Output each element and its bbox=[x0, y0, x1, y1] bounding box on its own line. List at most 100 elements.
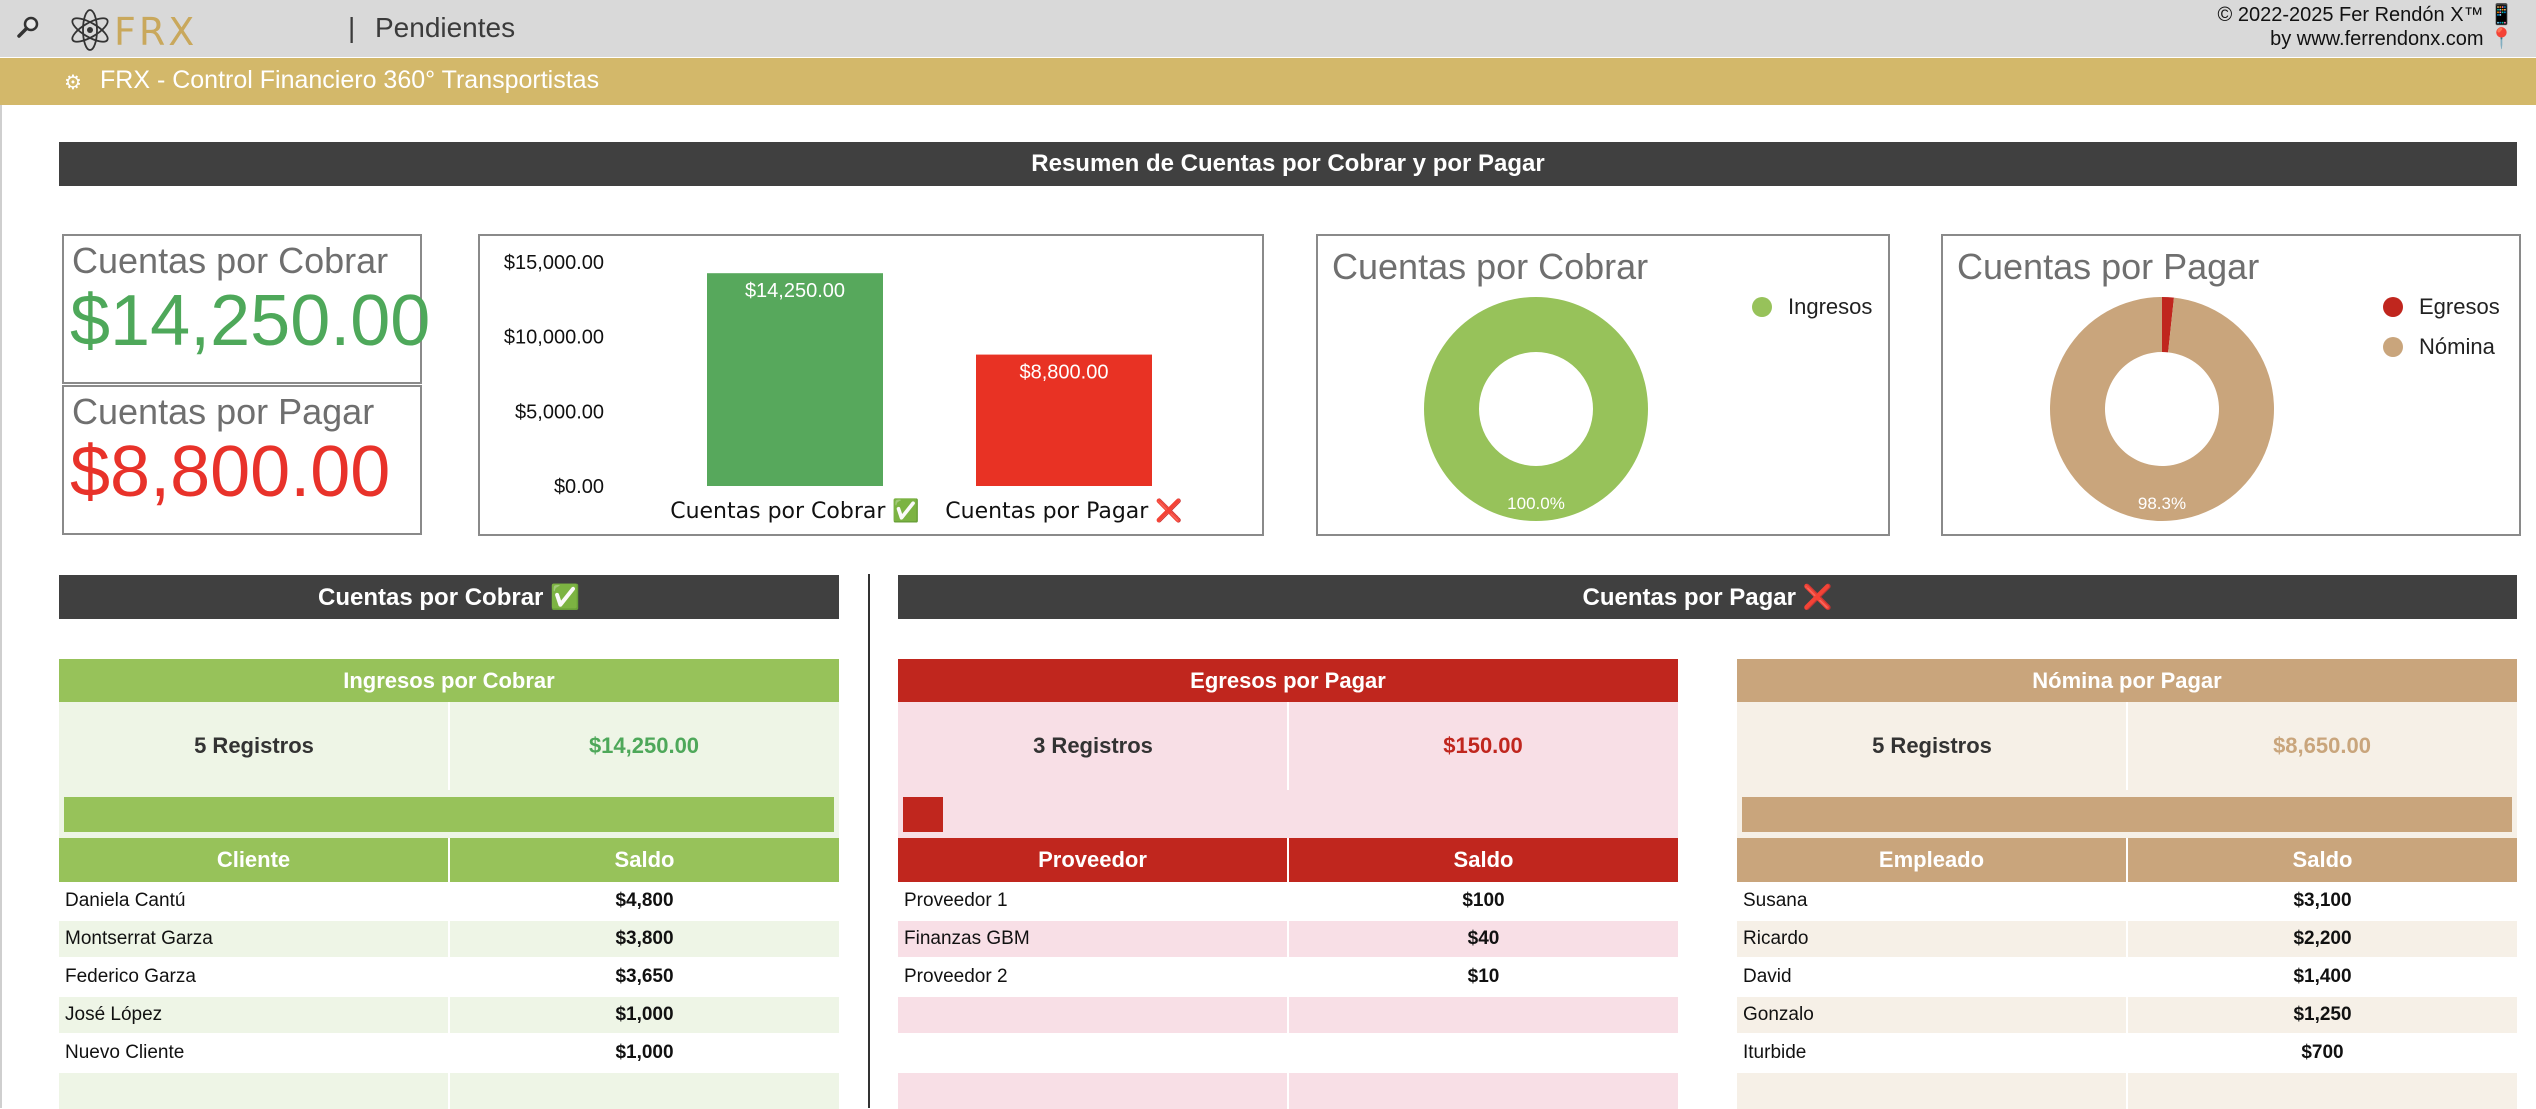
column-header-saldo[interactable]: Saldo bbox=[450, 838, 839, 882]
cell-divider bbox=[448, 702, 450, 790]
row-saldo-cell[interactable]: $700 bbox=[2128, 1035, 2517, 1071]
y-tick-label: $5,000.00 bbox=[515, 401, 604, 423]
row-name-cell[interactable]: Ricardo bbox=[1737, 921, 2126, 957]
row-name-cell[interactable]: David bbox=[1737, 959, 2126, 995]
bar-chart-panel: $15,000.00 $10,000.00 $5,000.00 $0.00 $14,25… bbox=[478, 234, 1264, 536]
empty-cell[interactable] bbox=[898, 1035, 1287, 1071]
legend-nomina-label: Nómina bbox=[2419, 334, 2495, 359]
row-name-cell[interactable]: Montserrat Garza bbox=[59, 921, 448, 957]
record-count: 3 Registros bbox=[898, 702, 1288, 790]
empty-cell[interactable] bbox=[2128, 1073, 2517, 1109]
row-name-cell[interactable]: Gonzalo bbox=[1737, 997, 2126, 1033]
left-border bbox=[0, 105, 2, 1108]
bar[interactable] bbox=[707, 273, 883, 486]
row-saldo-cell[interactable]: $10 bbox=[1289, 959, 1678, 995]
row-saldo-cell[interactable]: $3,800 bbox=[450, 921, 839, 957]
empty-cell[interactable] bbox=[1289, 1035, 1678, 1071]
row-name-cell[interactable]: Finanzas GBM bbox=[898, 921, 1287, 957]
progress-bar bbox=[1742, 797, 2512, 832]
app-banner bbox=[0, 58, 2536, 105]
empty-cell[interactable] bbox=[59, 1073, 448, 1109]
pie-data-label: 100.0% bbox=[1507, 494, 1565, 513]
empty-cell[interactable] bbox=[1737, 1073, 2126, 1109]
kpi-pagar-label: Cuentas por Pagar bbox=[72, 391, 375, 432]
bar-data-label: $8,800.00 bbox=[1020, 362, 1109, 384]
pagar-section-header: Cuentas por Pagar ❌ bbox=[898, 575, 2517, 619]
row-name-cell[interactable]: Proveedor 1 bbox=[898, 883, 1287, 919]
row-saldo-cell[interactable]: $1,000 bbox=[450, 1035, 839, 1071]
legend-egresos-label: Egresos bbox=[2419, 294, 2500, 319]
progress-bar bbox=[903, 797, 943, 832]
legend-egresos: Egresos bbox=[2383, 294, 2500, 320]
record-count: 5 Registros bbox=[1737, 702, 2127, 790]
bar-data-label: $14,250.00 bbox=[745, 280, 845, 302]
column-header-saldo[interactable]: Saldo bbox=[1289, 838, 1678, 882]
y-tick-label: $15,000.00 bbox=[504, 252, 604, 274]
copyright-line-2[interactable]: by www.ferrendonx.com 📍 bbox=[2270, 28, 2514, 50]
empty-cell[interactable] bbox=[1289, 997, 1678, 1033]
column-header-saldo[interactable]: Saldo bbox=[2128, 838, 2517, 882]
row-name-cell[interactable]: Susana bbox=[1737, 883, 2126, 919]
legend-ingresos-swatch bbox=[1752, 297, 1772, 317]
donut-cobrar-title: Cuentas por Cobrar bbox=[1332, 246, 1649, 287]
row-name-cell[interactable]: Federico Garza bbox=[59, 959, 448, 995]
pie-slice[interactable] bbox=[2162, 297, 2174, 353]
x-category-label: Cuentas por Cobrar ✅ bbox=[670, 498, 920, 524]
legend-nomina-swatch bbox=[2383, 337, 2403, 357]
row-saldo-cell[interactable]: $3,100 bbox=[2128, 883, 2517, 919]
row-saldo-cell[interactable]: $1,400 bbox=[2128, 959, 2517, 995]
search-icon[interactable] bbox=[16, 14, 42, 40]
top-bar bbox=[0, 0, 2536, 57]
kpi-pagar-value: $8,800.00 bbox=[70, 432, 391, 512]
y-tick-label: $10,000.00 bbox=[504, 327, 604, 349]
table-title: Ingresos por Cobrar bbox=[59, 659, 839, 702]
row-saldo-cell[interactable]: $40 bbox=[1289, 921, 1678, 957]
legend-ingresos-label: Ingresos bbox=[1788, 294, 1873, 319]
empty-cell[interactable] bbox=[450, 1073, 839, 1109]
banner-title: FRX - Control Financiero 360° Transporti… bbox=[100, 66, 600, 94]
row-name-cell[interactable]: Nuevo Cliente bbox=[59, 1035, 448, 1071]
donut-pagar-title: Cuentas por Pagar bbox=[1957, 246, 2260, 287]
empty-cell[interactable] bbox=[1289, 1073, 1678, 1109]
kpi-cuentas-pagar: Cuentas por Pagar $8,800.00 bbox=[62, 385, 422, 535]
progress-track bbox=[898, 790, 1678, 838]
progress-bar bbox=[64, 797, 834, 832]
row-saldo-cell[interactable]: $100 bbox=[1289, 883, 1678, 919]
row-saldo-cell[interactable]: $1,250 bbox=[2128, 997, 2517, 1033]
total-amount: $150.00 bbox=[1288, 702, 1678, 790]
kpi-cuentas-cobrar: Cuentas por Cobrar $14,250.00 bbox=[62, 234, 430, 384]
total-amount: $8,650.00 bbox=[2127, 702, 2517, 790]
bar-chart: $15,000.00 $10,000.00 $5,000.00 $0.00 $14,25… bbox=[504, 252, 1183, 524]
empty-cell[interactable] bbox=[898, 1073, 1287, 1109]
pie-slice[interactable] bbox=[2050, 297, 2274, 521]
row-name-cell[interactable]: Daniela Cantú bbox=[59, 883, 448, 919]
pie-slice[interactable] bbox=[1424, 297, 1648, 521]
x-category-label: Cuentas por Pagar ❌ bbox=[945, 498, 1182, 524]
donut-pagar-panel: Cuentas por Pagar Egresos Nómina 98.3% bbox=[1941, 234, 2521, 536]
legend-nomina: Nómina bbox=[2383, 334, 2495, 360]
row-name-cell[interactable]: José López bbox=[59, 997, 448, 1033]
donut-pagar: 98.3% bbox=[2050, 297, 2274, 521]
kpi-cobrar-label: Cuentas por Cobrar bbox=[72, 240, 389, 281]
column-header-name[interactable]: Cliente bbox=[59, 838, 448, 882]
column-header-name[interactable]: Empleado bbox=[1737, 838, 2126, 882]
pie-data-label: 98.3% bbox=[2138, 494, 2186, 513]
row-saldo-cell[interactable]: $1,000 bbox=[450, 997, 839, 1033]
cobrar-section-header: Cuentas por Cobrar ✅ bbox=[59, 575, 839, 619]
empty-cell[interactable] bbox=[898, 997, 1287, 1033]
row-saldo-cell[interactable]: $4,800 bbox=[450, 883, 839, 919]
donut-cobrar-panel: Cuentas por Cobrar Ingresos 100.0% bbox=[1316, 234, 1890, 536]
banner-icon: ⚙ bbox=[64, 72, 82, 94]
record-count: 5 Registros bbox=[59, 702, 449, 790]
copyright: © 2022-2025 Fer Rendón X™ 📱 by www.ferre… bbox=[2218, 3, 2514, 51]
cell-divider bbox=[2126, 702, 2128, 790]
row-saldo-cell[interactable]: $3,650 bbox=[450, 959, 839, 995]
row-name-cell[interactable]: Iturbide bbox=[1737, 1035, 2126, 1071]
table-title: Egresos por Pagar bbox=[898, 659, 1678, 702]
donut-cobrar: 100.0% bbox=[1424, 297, 1648, 521]
row-name-cell[interactable]: Proveedor 2 bbox=[898, 959, 1287, 995]
row-saldo-cell[interactable]: $2,200 bbox=[2128, 921, 2517, 957]
column-header-name[interactable]: Proveedor bbox=[898, 838, 1287, 882]
frx-logo-icon bbox=[71, 9, 109, 51]
bar[interactable] bbox=[976, 354, 1152, 486]
